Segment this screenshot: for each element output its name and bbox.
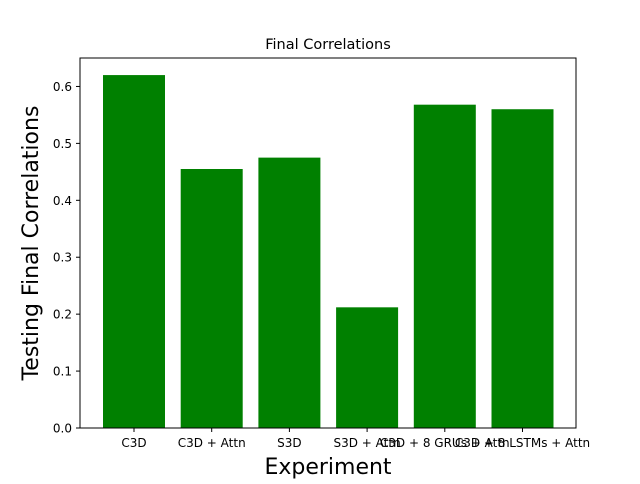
- bar-3: [258, 157, 321, 428]
- x-tick-label: C3D + Attn: [178, 436, 246, 450]
- bar-1: [103, 75, 165, 428]
- bar-6: [491, 109, 554, 428]
- bar-2: [180, 169, 243, 428]
- y-axis-label: Testing Final Correlations: [19, 106, 44, 382]
- x-tick-label: S3D + Attn: [333, 436, 400, 450]
- y-tick-label: 0.0: [53, 422, 72, 436]
- x-axis-label: Experiment: [264, 455, 391, 480]
- plot-frame: [79, 57, 577, 429]
- y-tick-label: 0.3: [53, 251, 72, 265]
- y-tick-label: 0.1: [53, 365, 72, 379]
- x-tick-label: S3D: [277, 436, 302, 450]
- bar-5: [413, 104, 476, 429]
- x-tick-label: C3D: [121, 436, 146, 450]
- x-tick-label: C3D + 8 LSTMs + Attn: [455, 436, 590, 450]
- y-tick-label: 0.6: [53, 80, 72, 94]
- x-tick-label: C3D + 8 GRUs + Attn: [380, 436, 510, 450]
- bars-layer: [103, 75, 554, 429]
- chart-title: Final Correlations: [265, 37, 391, 53]
- y-tick-label: 0.5: [53, 137, 72, 151]
- y-tick-label: 0.2: [53, 308, 72, 322]
- bar-4: [336, 307, 399, 428]
- y-tick-label: 0.4: [53, 194, 72, 208]
